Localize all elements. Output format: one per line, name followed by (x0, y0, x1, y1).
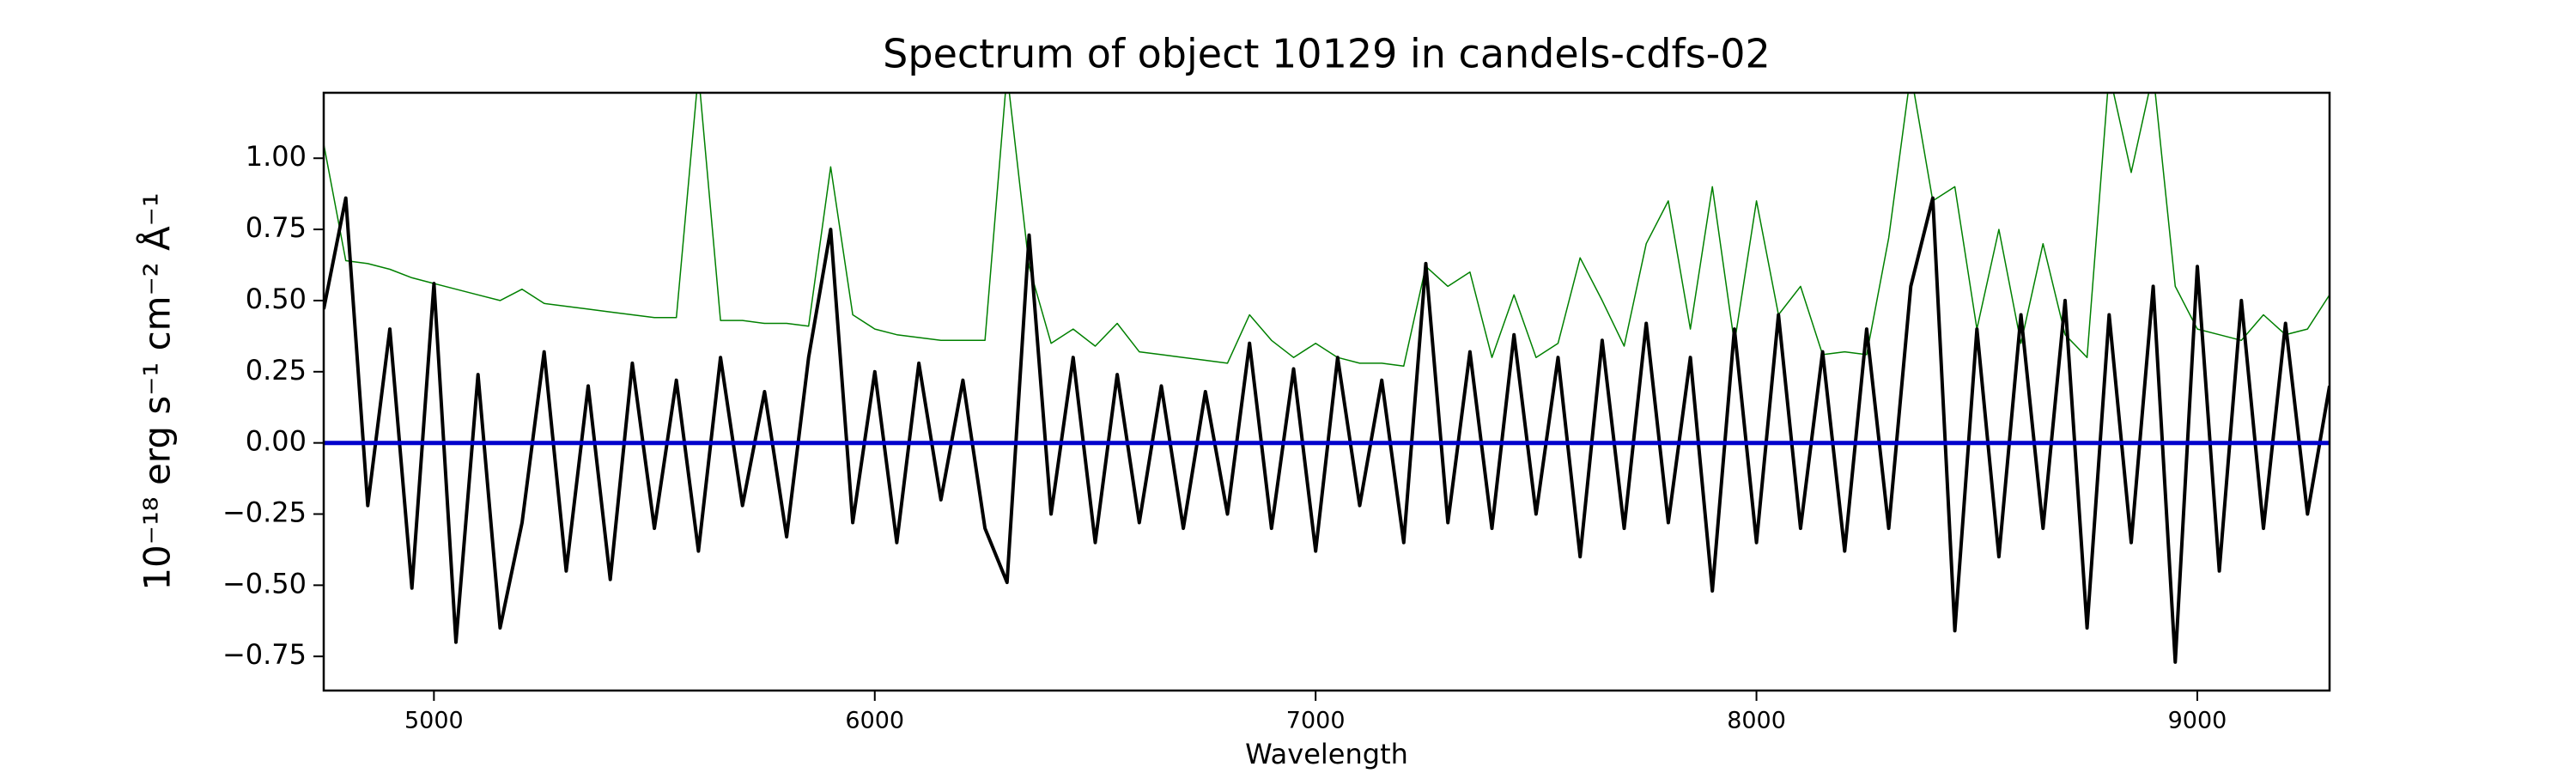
x-axis-label: Wavelength (1245, 738, 1408, 770)
y-tick-label: 0.25 (246, 354, 307, 386)
y-axis-label: 10⁻¹⁸ erg s⁻¹ cm⁻² Å⁻¹ (136, 192, 179, 590)
spectrum-line (324, 93, 2330, 367)
x-tick-label: 5000 (404, 708, 464, 734)
y-tick-label: 0.75 (246, 211, 307, 244)
x-tick-label: 7000 (1286, 708, 1346, 734)
x-tick-label: 8000 (1727, 708, 1786, 734)
y-tick-label: −0.75 (222, 638, 307, 671)
x-tick-label: 9000 (2168, 708, 2227, 734)
spectrum-line (324, 196, 2330, 664)
plot-frame (322, 91, 2331, 692)
y-tick-label: 0.00 (246, 425, 307, 458)
x-tick-label: 6000 (845, 708, 904, 734)
plot-area (324, 93, 2330, 664)
chart-title: Spectrum of object 10129 in candels-cdfs… (883, 31, 1771, 77)
y-tick-label: −0.25 (222, 496, 307, 529)
y-tick-label: 1.00 (246, 140, 307, 173)
y-tick-label: −0.50 (222, 567, 307, 600)
y-tick-label: 0.50 (246, 283, 307, 315)
